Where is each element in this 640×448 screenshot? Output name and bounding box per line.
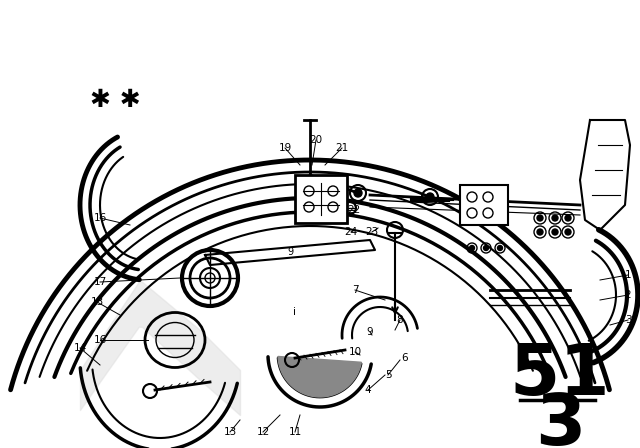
Circle shape [497,246,502,250]
Text: 10: 10 [348,347,362,357]
Circle shape [552,229,558,235]
Text: 13: 13 [223,427,237,437]
Text: 22: 22 [348,205,360,215]
Text: 9: 9 [367,327,373,337]
Text: ✱ ✱: ✱ ✱ [90,88,140,112]
Circle shape [537,215,543,221]
Text: i: i [294,307,296,317]
Circle shape [537,229,543,235]
Text: 12: 12 [257,427,269,437]
Text: 3: 3 [625,315,631,325]
Text: 13: 13 [90,297,104,307]
Text: 1: 1 [625,270,631,280]
Text: 7: 7 [352,285,358,295]
Text: 16: 16 [93,213,107,223]
Polygon shape [205,240,375,265]
Text: 24: 24 [344,227,358,237]
Circle shape [565,215,571,221]
Text: 51: 51 [509,340,611,409]
FancyBboxPatch shape [460,185,508,225]
Circle shape [354,189,362,197]
Text: 2: 2 [625,290,631,300]
Text: 3: 3 [535,391,585,448]
Text: 9: 9 [287,247,293,257]
Text: 21: 21 [335,143,349,153]
Text: 8: 8 [397,315,403,325]
Text: 14: 14 [74,343,86,353]
Circle shape [565,229,571,235]
Text: 11: 11 [289,427,301,437]
Circle shape [426,193,434,201]
Polygon shape [278,357,362,397]
Text: 19: 19 [278,143,292,153]
Circle shape [470,246,474,250]
FancyBboxPatch shape [295,175,347,223]
Circle shape [483,246,488,250]
Text: 5: 5 [385,370,391,380]
Text: 17: 17 [93,277,107,287]
Circle shape [552,215,558,221]
Text: 16: 16 [93,335,107,345]
Text: 6: 6 [402,353,408,363]
Text: 20: 20 [309,135,323,145]
Text: 4: 4 [365,385,371,395]
Text: 23: 23 [365,227,379,237]
